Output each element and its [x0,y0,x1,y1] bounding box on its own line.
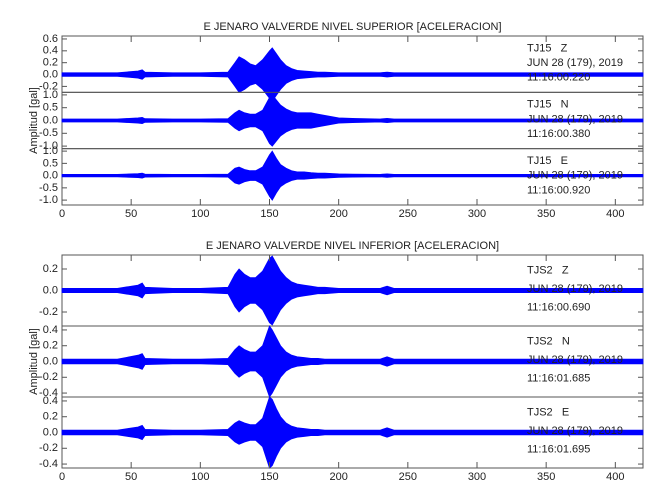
y-tick-label: -0.4 [39,387,58,399]
y-tick-label: 0.0 [43,426,58,438]
y-tick-label: 0.0 [43,68,58,80]
x-tick-label: 200 [329,208,347,220]
y-tick-label: -0.2 [39,371,58,383]
y-axis-label: Amplitud [gal] [28,328,40,395]
x-tick-label: 250 [399,471,417,483]
x-tick-label: 250 [399,208,417,220]
y-tick-label: 0.2 [43,57,58,69]
trace-time: 11:16:00.690 [527,301,590,313]
y-tick-label: 0.4 [43,45,58,57]
y-tick-label: 0.5 [43,157,58,169]
trace-time: 11:16:00.380 [527,128,590,140]
x-tick-label: 400 [606,471,624,483]
x-tick-label: 300 [468,471,486,483]
y-tick-label: 0.5 [43,102,58,114]
x-tick-label: 150 [260,471,278,483]
trace-date: JUN 28 (179), 2019 [527,170,623,182]
y-tick-label: 0.4 [43,324,58,336]
trace-lower [61,290,644,326]
trace-lower [61,361,644,398]
trace-time: 11:16:00.220 [527,72,590,84]
trace-date: JUN 28 (179), 2019 [527,283,623,295]
trace-time: 11:16:01.685 [527,372,590,384]
y-tick-label: 0.2 [43,411,58,423]
trace-station: TJ15 N [527,99,569,111]
y-axis-label: Amplitud [gal] [28,87,40,154]
y-tick-label: 0.2 [43,263,58,275]
x-tick-label: 100 [191,471,209,483]
trace-lower [61,74,644,102]
trace-time: 11:16:01.695 [527,443,590,455]
y-tick-label: 1.0 [43,89,58,101]
trace-date: JUN 28 (179), 2019 [527,113,623,125]
y-tick-label: 0.0 [43,114,58,126]
trace-station: TJS2 Z [527,265,569,277]
trace-upper [61,396,644,433]
trace-lower [61,120,644,147]
chart-title: E JENARO VALVERDE NIVEL SUPERIOR [ACELER… [203,21,501,33]
x-tick-label: 100 [191,208,209,220]
x-tick-label: 50 [125,471,137,483]
x-tick-label: 50 [125,208,137,220]
y-tick-label: -0.2 [39,442,58,454]
x-tick-label: 0 [59,208,65,220]
trace-upper [61,255,644,291]
chart-title: E JENARO VALVERDE NIVEL INFERIOR [ACELER… [206,240,499,252]
y-tick-label: -0.5 [39,182,58,194]
y-tick-label: 1.0 [43,145,58,157]
trace-date: JUN 28 (179), 2019 [527,425,623,437]
y-tick-label: -0.4 [39,458,58,470]
y-tick-label: 0.0 [43,355,58,367]
trace-upper [61,94,644,121]
trace-lower [61,175,644,201]
y-tick-label: -0.2 [39,306,58,318]
trace-station: TJ15 E [527,155,568,167]
y-tick-label: 0.4 [43,395,58,407]
x-tick-label: 200 [329,471,347,483]
y-tick-label: -0.5 [39,127,58,139]
trace-upper [61,47,644,75]
y-tick-label: 0.2 [43,340,58,352]
x-tick-label: 350 [537,471,555,483]
x-tick-label: 0 [59,471,65,483]
x-tick-label: 350 [537,208,555,220]
trace-date: JUN 28 (179), 2019 [527,354,623,366]
y-tick-label: 0.0 [43,170,58,182]
trace-date: JUN 28 (179), 2019 [527,57,623,69]
trace-upper [61,325,644,362]
x-tick-label: 150 [260,208,278,220]
y-tick-label: 0.0 [43,284,58,296]
y-tick-label: -1.0 [39,194,58,206]
trace-upper [61,150,644,177]
trace-time: 11:16:00.920 [527,184,590,196]
y-tick-label: -1.0 [39,140,58,152]
x-tick-label: 300 [468,208,486,220]
trace-station: TJS2 E [527,407,569,419]
x-tick-label: 400 [606,208,624,220]
trace-station: TJS2 N [527,336,570,348]
trace-lower [61,432,644,469]
y-tick-label: -0.2 [39,80,58,92]
y-tick-label: 0.6 [43,33,58,45]
trace-station: TJ15 Z [527,42,568,54]
